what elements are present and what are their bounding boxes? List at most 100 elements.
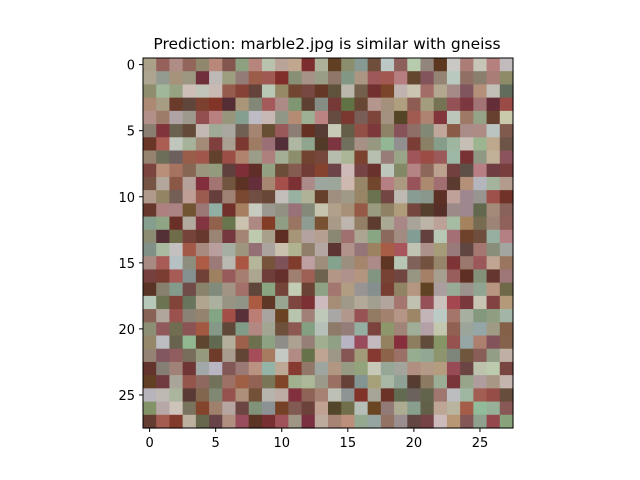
image-pixel	[380, 150, 395, 165]
image-pixel	[182, 269, 197, 284]
image-pixel	[354, 58, 369, 72]
image-pixel	[275, 124, 289, 138]
image-pixel	[380, 203, 395, 218]
image-pixel	[195, 176, 210, 191]
image-pixel	[499, 163, 514, 178]
image-pixel	[314, 84, 329, 99]
image-pixel	[433, 282, 448, 297]
image-pixel	[460, 58, 474, 72]
image-pixel	[394, 361, 408, 376]
image-pixel	[433, 295, 448, 310]
image-pixel	[499, 361, 514, 376]
image-pixel	[499, 110, 514, 125]
image-pixel	[380, 256, 395, 271]
image-pixel	[248, 361, 263, 376]
image-pixel	[222, 137, 237, 152]
image-pixel	[499, 243, 514, 257]
image-pixel	[209, 348, 223, 363]
image-pixel	[248, 256, 263, 271]
image-pixel	[156, 309, 171, 323]
image-pixel	[433, 375, 448, 389]
image-pixel	[222, 295, 237, 310]
image-pixel	[195, 388, 210, 403]
image-pixel	[143, 71, 157, 86]
image-pixel	[460, 176, 474, 191]
image-pixel	[367, 243, 382, 257]
image-pixel	[235, 124, 250, 138]
image-pixel	[486, 243, 501, 257]
image-pixel	[209, 243, 223, 257]
image-pixel	[446, 375, 461, 389]
image-pixel	[341, 335, 356, 350]
x-tick-label: 20	[406, 436, 423, 451]
image-pixel	[235, 269, 250, 284]
image-pixel	[182, 375, 197, 389]
image-pixel	[156, 58, 171, 72]
image-pixel	[288, 414, 303, 429]
image-pixel	[460, 361, 474, 376]
image-pixel	[314, 110, 329, 125]
image-pixel	[156, 375, 171, 389]
image-pixel	[367, 322, 382, 337]
image-pixel	[288, 176, 303, 191]
image-pixel	[314, 71, 329, 86]
image-pixel	[182, 137, 197, 152]
image-pixel	[169, 84, 184, 99]
image-pixel	[407, 190, 422, 204]
image-pixel	[446, 216, 461, 231]
image-pixel	[275, 150, 289, 165]
image-pixel	[328, 97, 342, 112]
image-pixel	[420, 97, 435, 112]
image-pixel	[248, 309, 263, 323]
image-pixel	[195, 150, 210, 165]
image-pixel	[248, 163, 263, 178]
image-pixel	[261, 335, 276, 350]
image-pixel	[314, 216, 329, 231]
image-pixel	[275, 256, 289, 271]
image-pixel	[380, 401, 395, 416]
image-pixel	[288, 71, 303, 86]
image-pixel	[261, 203, 276, 218]
image-pixel	[301, 137, 316, 152]
image-pixel	[499, 388, 514, 403]
y-tick-label: 0	[127, 59, 135, 74]
image-pixel	[460, 97, 474, 112]
image-pixel	[341, 97, 356, 112]
image-pixel	[222, 309, 237, 323]
image-pixel	[473, 243, 488, 257]
image-pixel	[195, 414, 210, 429]
image-pixel	[314, 190, 329, 204]
image-pixel	[235, 190, 250, 204]
image-pixel	[156, 269, 171, 284]
image-pixel	[248, 401, 263, 416]
image-pixel	[446, 282, 461, 297]
image-pixel	[367, 163, 382, 178]
image-pixel	[261, 163, 276, 178]
image-pixel	[354, 190, 369, 204]
image-pixel	[473, 58, 488, 72]
image-pixel	[209, 401, 223, 416]
image-pixel	[380, 190, 395, 204]
image-pixel	[473, 229, 488, 244]
image-pixel	[275, 322, 289, 337]
image-pixel	[143, 414, 157, 429]
image-pixel	[367, 150, 382, 165]
image-pixel	[407, 375, 422, 389]
image-pixel	[394, 375, 408, 389]
image-pixel	[341, 295, 356, 310]
image-pixel	[328, 335, 342, 350]
image-pixel	[407, 71, 422, 86]
image-pixel	[486, 335, 501, 350]
image-pixel	[354, 375, 369, 389]
image-pixel	[499, 84, 514, 99]
image-pixel	[143, 348, 157, 363]
image-pixel	[328, 216, 342, 231]
image-pixel	[169, 388, 184, 403]
image-pixel	[143, 295, 157, 310]
image-pixel	[341, 110, 356, 125]
image-pixel	[354, 401, 369, 416]
image-pixel	[195, 322, 210, 337]
image-pixel	[433, 401, 448, 416]
image-pixel	[182, 401, 197, 416]
image-pixel	[301, 282, 316, 297]
